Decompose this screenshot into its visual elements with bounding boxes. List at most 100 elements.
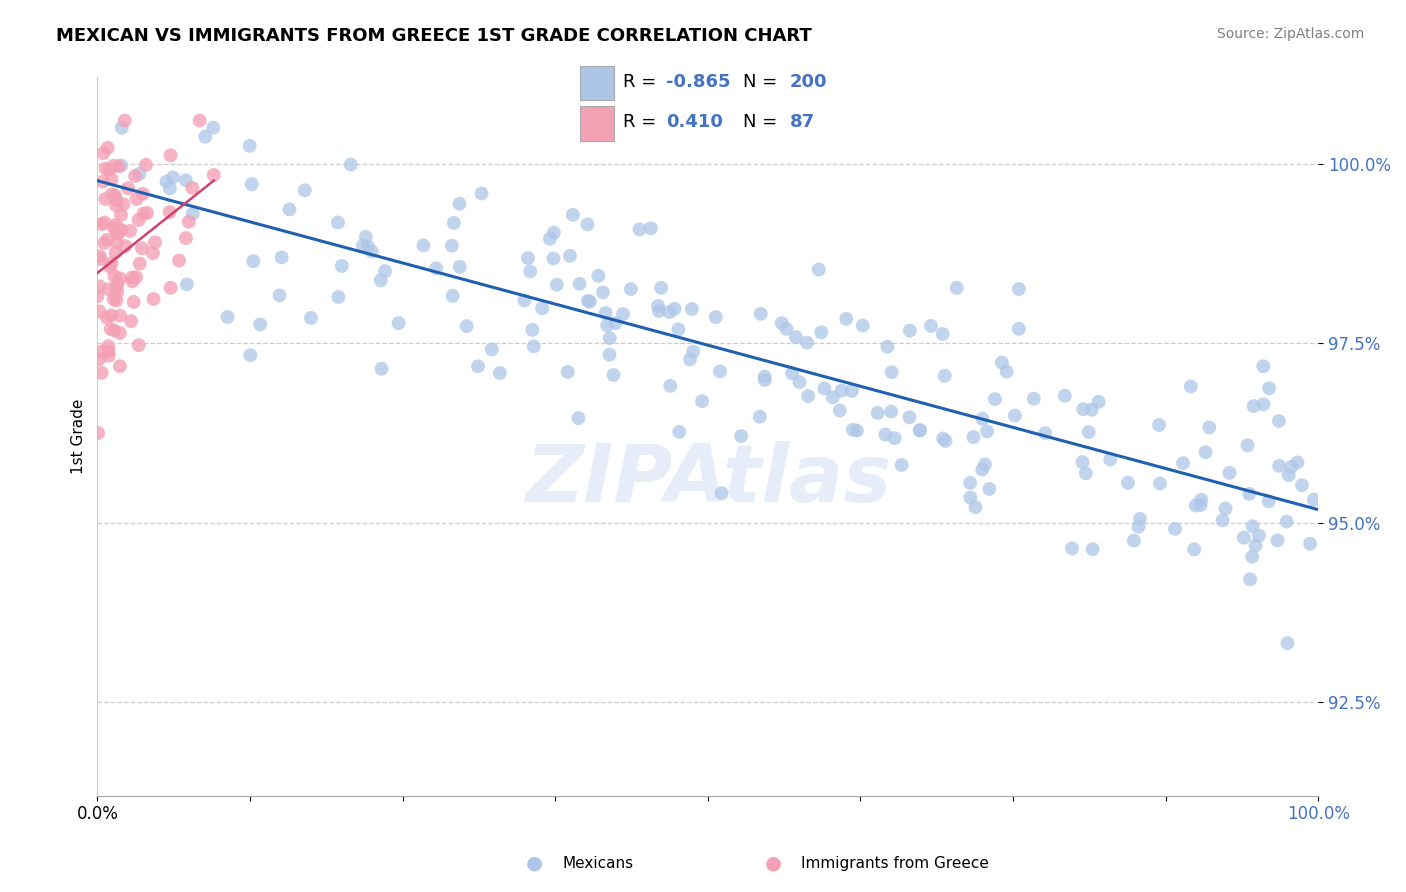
Point (995, 365, 1018, 379)
Point (1243, 399, 1265, 413)
Point (875, 427, 897, 442)
Point (595, 306, 617, 320)
Point (100, 256, 122, 270)
Point (136, 206, 159, 220)
Point (128, 338, 150, 352)
Point (120, 314, 142, 328)
Point (1258, 381, 1281, 395)
Point (1241, 549, 1264, 564)
Point (898, 324, 921, 338)
Point (647, 299, 669, 313)
Point (339, 158, 361, 172)
Point (605, 316, 627, 330)
Point (239, 348, 262, 362)
Point (94, 192, 117, 206)
Point (1171, 456, 1194, 470)
Point (658, 305, 681, 319)
Point (1147, 418, 1170, 433)
Point (89, 279, 111, 293)
Point (105, 280, 128, 294)
Point (90, 217, 112, 231)
Point (105, 285, 128, 300)
Point (1077, 425, 1099, 439)
Text: 87: 87 (790, 113, 815, 131)
Point (785, 330, 807, 344)
Point (596, 318, 619, 333)
Text: R =: R = (623, 113, 662, 131)
Point (93, 216, 115, 230)
Point (270, 251, 292, 265)
Point (159, 148, 181, 162)
Point (388, 316, 411, 330)
Point (481, 343, 503, 357)
Point (98, 162, 121, 177)
Point (93, 235, 115, 250)
Point (1004, 409, 1026, 423)
Point (96, 310, 118, 325)
Point (730, 429, 752, 443)
Point (576, 293, 599, 308)
Point (880, 404, 903, 418)
Point (412, 238, 434, 252)
Point (807, 262, 830, 277)
Point (110, 159, 132, 173)
Point (194, 129, 217, 144)
Point (558, 249, 581, 263)
Point (841, 384, 863, 398)
Point (108, 271, 131, 285)
Point (831, 384, 853, 398)
Point (934, 368, 956, 383)
Point (89, 304, 111, 318)
Point (1087, 395, 1109, 409)
Point (105, 193, 128, 207)
Point (330, 259, 353, 273)
Point (143, 235, 166, 250)
Point (1286, 455, 1309, 469)
Text: -0.865: -0.865 (666, 73, 731, 91)
Point (89, 249, 111, 263)
Point (845, 424, 868, 438)
Point (100, 309, 122, 323)
Point (1302, 492, 1324, 507)
Bar (579, 66, 613, 100)
Point (538, 232, 561, 246)
Point (810, 326, 832, 340)
Point (1239, 572, 1261, 586)
Point (1253, 359, 1275, 374)
Point (142, 246, 165, 260)
Point (354, 230, 377, 244)
Point (155, 175, 177, 189)
Point (278, 202, 301, 217)
Point (181, 207, 204, 221)
Point (104, 188, 127, 202)
Point (567, 411, 589, 425)
Point (103, 293, 125, 307)
Point (1128, 519, 1150, 533)
Point (100, 322, 122, 336)
Point (159, 281, 181, 295)
Point (1268, 458, 1291, 473)
Point (111, 223, 134, 237)
Point (107, 276, 129, 290)
Point (370, 273, 392, 287)
Text: Mexicans: Mexicans (562, 856, 634, 871)
Point (202, 120, 225, 135)
Point (90, 344, 112, 359)
Point (522, 323, 544, 337)
Point (932, 432, 955, 446)
Point (425, 261, 447, 276)
Point (543, 226, 565, 240)
Point (1244, 539, 1267, 553)
Point (103, 220, 125, 235)
Point (568, 277, 591, 291)
Point (96, 233, 118, 247)
Point (174, 173, 197, 187)
Point (107, 222, 129, 236)
Point (1218, 466, 1240, 480)
Point (142, 292, 165, 306)
Point (1233, 531, 1256, 545)
Point (599, 331, 621, 345)
Point (668, 322, 690, 336)
Point (86, 289, 108, 303)
Point (100, 172, 122, 186)
